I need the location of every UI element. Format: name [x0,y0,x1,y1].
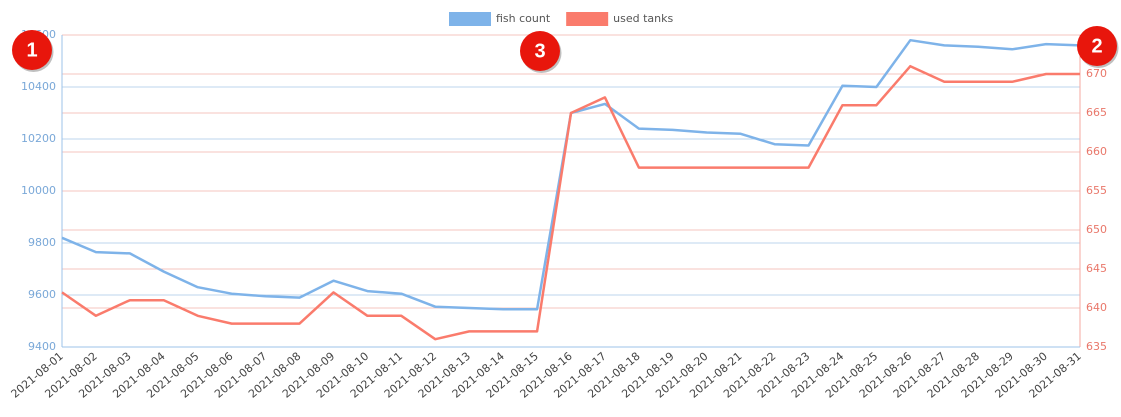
y-tick-label: 9800 [28,236,56,249]
badge-label: 1 [26,39,37,61]
y2-tick-label: 640 [1086,301,1107,314]
legend: fish count used tanks [449,12,674,26]
y2-tick-label: 650 [1086,223,1107,236]
y2-tick-label: 655 [1086,184,1107,197]
series-line [61,64,1080,341]
legend-label: fish count [496,12,551,25]
y2-tick-label: 665 [1086,106,1107,119]
badge-label: 3 [534,40,545,62]
y-tick-label: 10000 [21,184,56,197]
y-tick-label: 10400 [21,80,56,93]
legend-label: used tanks [613,12,673,25]
badge [12,30,52,70]
y2-tick-label: 670 [1086,67,1107,80]
badge-label: 2 [1091,35,1102,57]
y2-tick-label: 645 [1086,262,1107,275]
legend-swatch [566,12,609,26]
y2-tick-label: 635 [1086,340,1107,353]
legend-swatch [449,12,491,26]
y-tick-label: 10200 [21,132,56,145]
y2-tick-label: 660 [1086,145,1107,158]
y-tick-label: 9400 [28,340,56,353]
badge [1077,26,1117,66]
badge [520,31,560,71]
y-tick-label: 9600 [28,288,56,301]
